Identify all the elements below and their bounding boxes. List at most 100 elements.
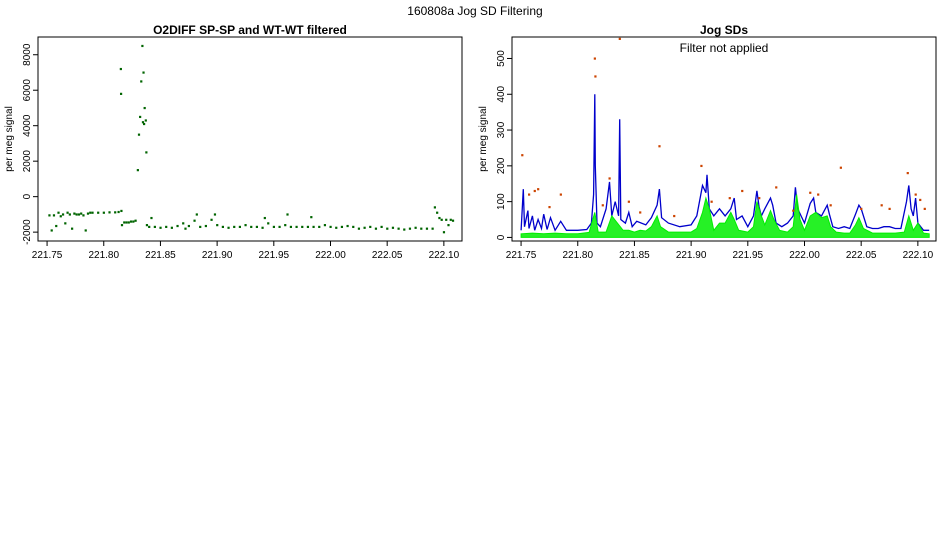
left-series-0-point: [318, 225, 321, 229]
left-series-0-point: [267, 222, 270, 225]
left-x-tick-label: 221.85: [145, 250, 176, 261]
right-series-2-point: [914, 193, 917, 196]
left-series-0-point: [295, 225, 298, 229]
left-series-0-point: [263, 216, 266, 220]
left-panel: O2DIFF SP-SP and WT-WT filtered per meg …: [4, 23, 463, 261]
left-series-0-point: [286, 213, 289, 216]
left-x-tick-label: 222.00: [315, 250, 346, 261]
left-series-0-point: [425, 227, 429, 230]
left-x-tick-label: 221.80: [88, 250, 119, 261]
right-chart-title: Jog SDs: [700, 23, 748, 37]
left-series-0-point: [66, 211, 69, 214]
left-series-0-point: [127, 221, 130, 224]
left-series-0-point: [403, 228, 406, 231]
left-series-0-point: [451, 219, 455, 222]
left-series-0-point: [136, 169, 139, 172]
right-x-tick-label: 221.90: [676, 250, 707, 261]
right-x-tick-label: 221.80: [562, 250, 593, 261]
right-y-tick-label: 400: [496, 85, 507, 102]
left-series-0-point: [102, 211, 105, 214]
right-series-2-point: [559, 193, 562, 196]
right-series-2-point: [728, 197, 731, 200]
left-series-0-point: [199, 225, 202, 229]
left-series-0-point: [89, 211, 92, 214]
right-series-2-point: [829, 204, 832, 207]
left-series-0-point: [144, 119, 147, 122]
right-series-2-point: [528, 193, 531, 196]
left-y-tick-label: 0: [22, 193, 33, 199]
left-series-0-point: [380, 225, 383, 229]
left-series-0-point: [278, 225, 281, 229]
right-series-2-point: [919, 198, 922, 202]
left-series-0-point: [204, 224, 207, 228]
right-annotation: Filter not applied: [680, 41, 769, 55]
left-series-0-point: [289, 225, 293, 229]
left-series-0-point: [150, 216, 153, 220]
left-series-0-point: [431, 227, 434, 230]
left-series-0-point: [91, 211, 94, 214]
left-series-0-point: [80, 212, 83, 215]
left-series-0-point: [84, 229, 87, 232]
left-series-0-point: [153, 225, 156, 229]
right-y-axis: 0 100 200 300 400 500: [496, 50, 512, 240]
left-y-tick-label: -2000: [22, 219, 33, 245]
right-series-2-point: [809, 191, 812, 194]
left-series-0-point: [414, 226, 417, 229]
right-data-series: [520, 37, 930, 238]
left-series-0-point: [363, 226, 366, 229]
left-series-0-point: [170, 226, 173, 229]
right-series-2-point: [658, 145, 661, 148]
left-series-0-point: [82, 214, 85, 217]
left-series-0-point: [68, 213, 71, 216]
right-y-tick-label: 500: [496, 50, 507, 67]
left-series-0-point: [272, 225, 276, 229]
right-series-2-point: [923, 207, 926, 210]
left-series-0-point: [250, 225, 253, 229]
left-series-0-point: [255, 225, 259, 229]
left-series-0-point: [50, 229, 53, 232]
left-series-0-point: [357, 227, 361, 230]
left-series-0-point: [176, 224, 179, 228]
right-series-2-point: [594, 75, 597, 78]
left-y-tick-label: 8000: [22, 43, 33, 66]
right-series-1-area: [520, 194, 930, 238]
right-x-tick-label: 221.85: [619, 250, 650, 261]
left-series-0-point: [59, 215, 62, 218]
right-series-2-point: [618, 37, 621, 40]
left-series-0-point: [340, 225, 344, 229]
right-x-axis: 221.75 221.80 221.85 221.90 221.95 222.00 222.…: [506, 241, 934, 261]
left-series-0-point: [306, 225, 310, 229]
left-series-0-point: [117, 210, 120, 214]
left-series-0-point: [397, 227, 400, 230]
left-series-0-point: [449, 218, 452, 221]
left-series-0-point: [137, 133, 141, 136]
left-series-0-point: [391, 226, 395, 229]
left-series-0-point: [346, 224, 349, 228]
left-series-0-point: [447, 224, 450, 227]
right-series-2-point: [548, 206, 551, 209]
left-series-0-point: [238, 225, 241, 229]
left-series-0-point: [227, 226, 230, 229]
left-y-axis-label: per meg signal: [4, 106, 15, 172]
right-series-2-point: [817, 193, 820, 196]
left-series-0-point: [145, 151, 148, 154]
left-series-0-point: [420, 227, 423, 230]
left-x-tick-label: 221.95: [259, 250, 290, 261]
left-series-0-point: [233, 225, 236, 229]
left-series-0-point: [438, 216, 441, 220]
left-series-0-point: [301, 225, 304, 229]
right-series-2-point: [880, 204, 883, 207]
left-series-0-point: [129, 220, 133, 223]
left-chart-title: O2DIFF SP-SP and WT-WT filtered: [153, 23, 347, 37]
left-series-0-point: [139, 115, 142, 119]
left-series-0-point: [143, 122, 146, 126]
right-series-2-point: [521, 154, 524, 157]
right-series-2-point: [792, 209, 795, 212]
left-series-0-point: [440, 218, 443, 221]
left-x-tick-label: 222.10: [429, 250, 460, 261]
left-series-0-point: [57, 211, 60, 214]
right-series-2-point: [700, 164, 703, 168]
left-series-0-point: [323, 224, 327, 227]
left-series-0-point: [184, 227, 187, 230]
right-panel: Jog SDs Filter not applied per meg signa…: [478, 23, 937, 261]
